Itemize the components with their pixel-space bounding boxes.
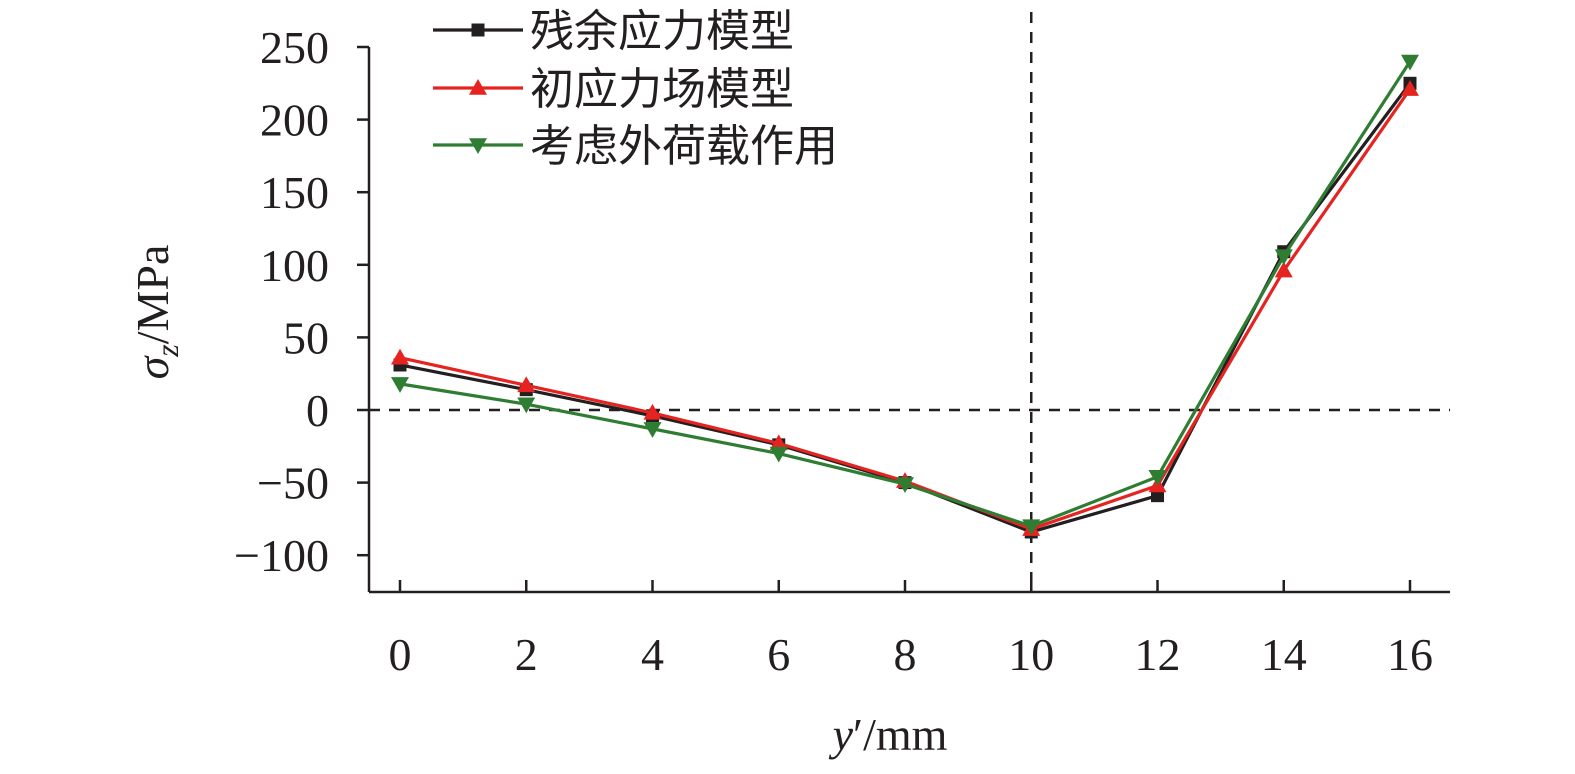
legend-swatch-marker	[469, 79, 487, 95]
data-point	[517, 397, 536, 414]
data-point	[1401, 80, 1419, 96]
ticks: 250 200 150 100 50 0 −50 −100 0 2 4 6 8 10 12 14 16	[234, 22, 1433, 680]
legend-item: 考虑外荷载作用	[433, 121, 838, 172]
x-tick-label: 14	[1261, 629, 1307, 680]
y-tick-label: 50	[283, 312, 329, 363]
legend-swatch-marker	[469, 138, 487, 154]
y-tick-label: 150	[260, 167, 329, 218]
x-tick-label: 10	[1008, 629, 1054, 680]
x-axis-title: y′/mm	[829, 709, 948, 760]
data-point	[643, 422, 662, 438]
x-tick-label: 12	[1135, 629, 1181, 680]
x-tick-label: 8	[894, 629, 917, 680]
x-tick-label: 16	[1387, 629, 1433, 680]
data-point	[391, 348, 409, 365]
y-tick-label: −100	[234, 530, 329, 581]
data-point	[643, 403, 662, 420]
data-point	[1022, 519, 1041, 536]
axes	[367, 47, 1450, 594]
y-tick-label: −50	[257, 458, 329, 509]
legend-swatch-marker	[471, 23, 485, 37]
y-tick-label: 250	[260, 22, 329, 73]
legend-label: 残余应力模型	[530, 6, 794, 57]
data-point	[517, 376, 536, 393]
data-point	[391, 377, 409, 393]
x-tick-label: 4	[641, 629, 664, 680]
x-tick-label: 6	[767, 629, 790, 680]
data-point	[769, 434, 788, 451]
data-point	[1401, 54, 1419, 71]
data-point	[769, 446, 788, 463]
x-tick-label: 2	[515, 629, 538, 680]
series-layer	[391, 54, 1419, 539]
data-point	[1151, 489, 1164, 503]
legend-label: 初应力场模型	[530, 64, 794, 115]
data-point	[1274, 261, 1293, 278]
x-tick-label: 0	[389, 629, 412, 680]
y-axis-title: σz/MPa	[127, 245, 185, 380]
data-point	[1148, 470, 1167, 486]
data-point	[1274, 249, 1293, 266]
y-tick-label: 0	[306, 385, 329, 436]
legend-item: 初应力场模型	[433, 64, 794, 115]
y-tick-label: 200	[260, 95, 329, 146]
legend-item: 残余应力模型	[433, 6, 794, 57]
legend-label: 考虑外荷载作用	[530, 121, 838, 172]
series-3	[391, 54, 1419, 536]
y-tick-label: 100	[260, 240, 329, 291]
data-point	[896, 477, 914, 494]
